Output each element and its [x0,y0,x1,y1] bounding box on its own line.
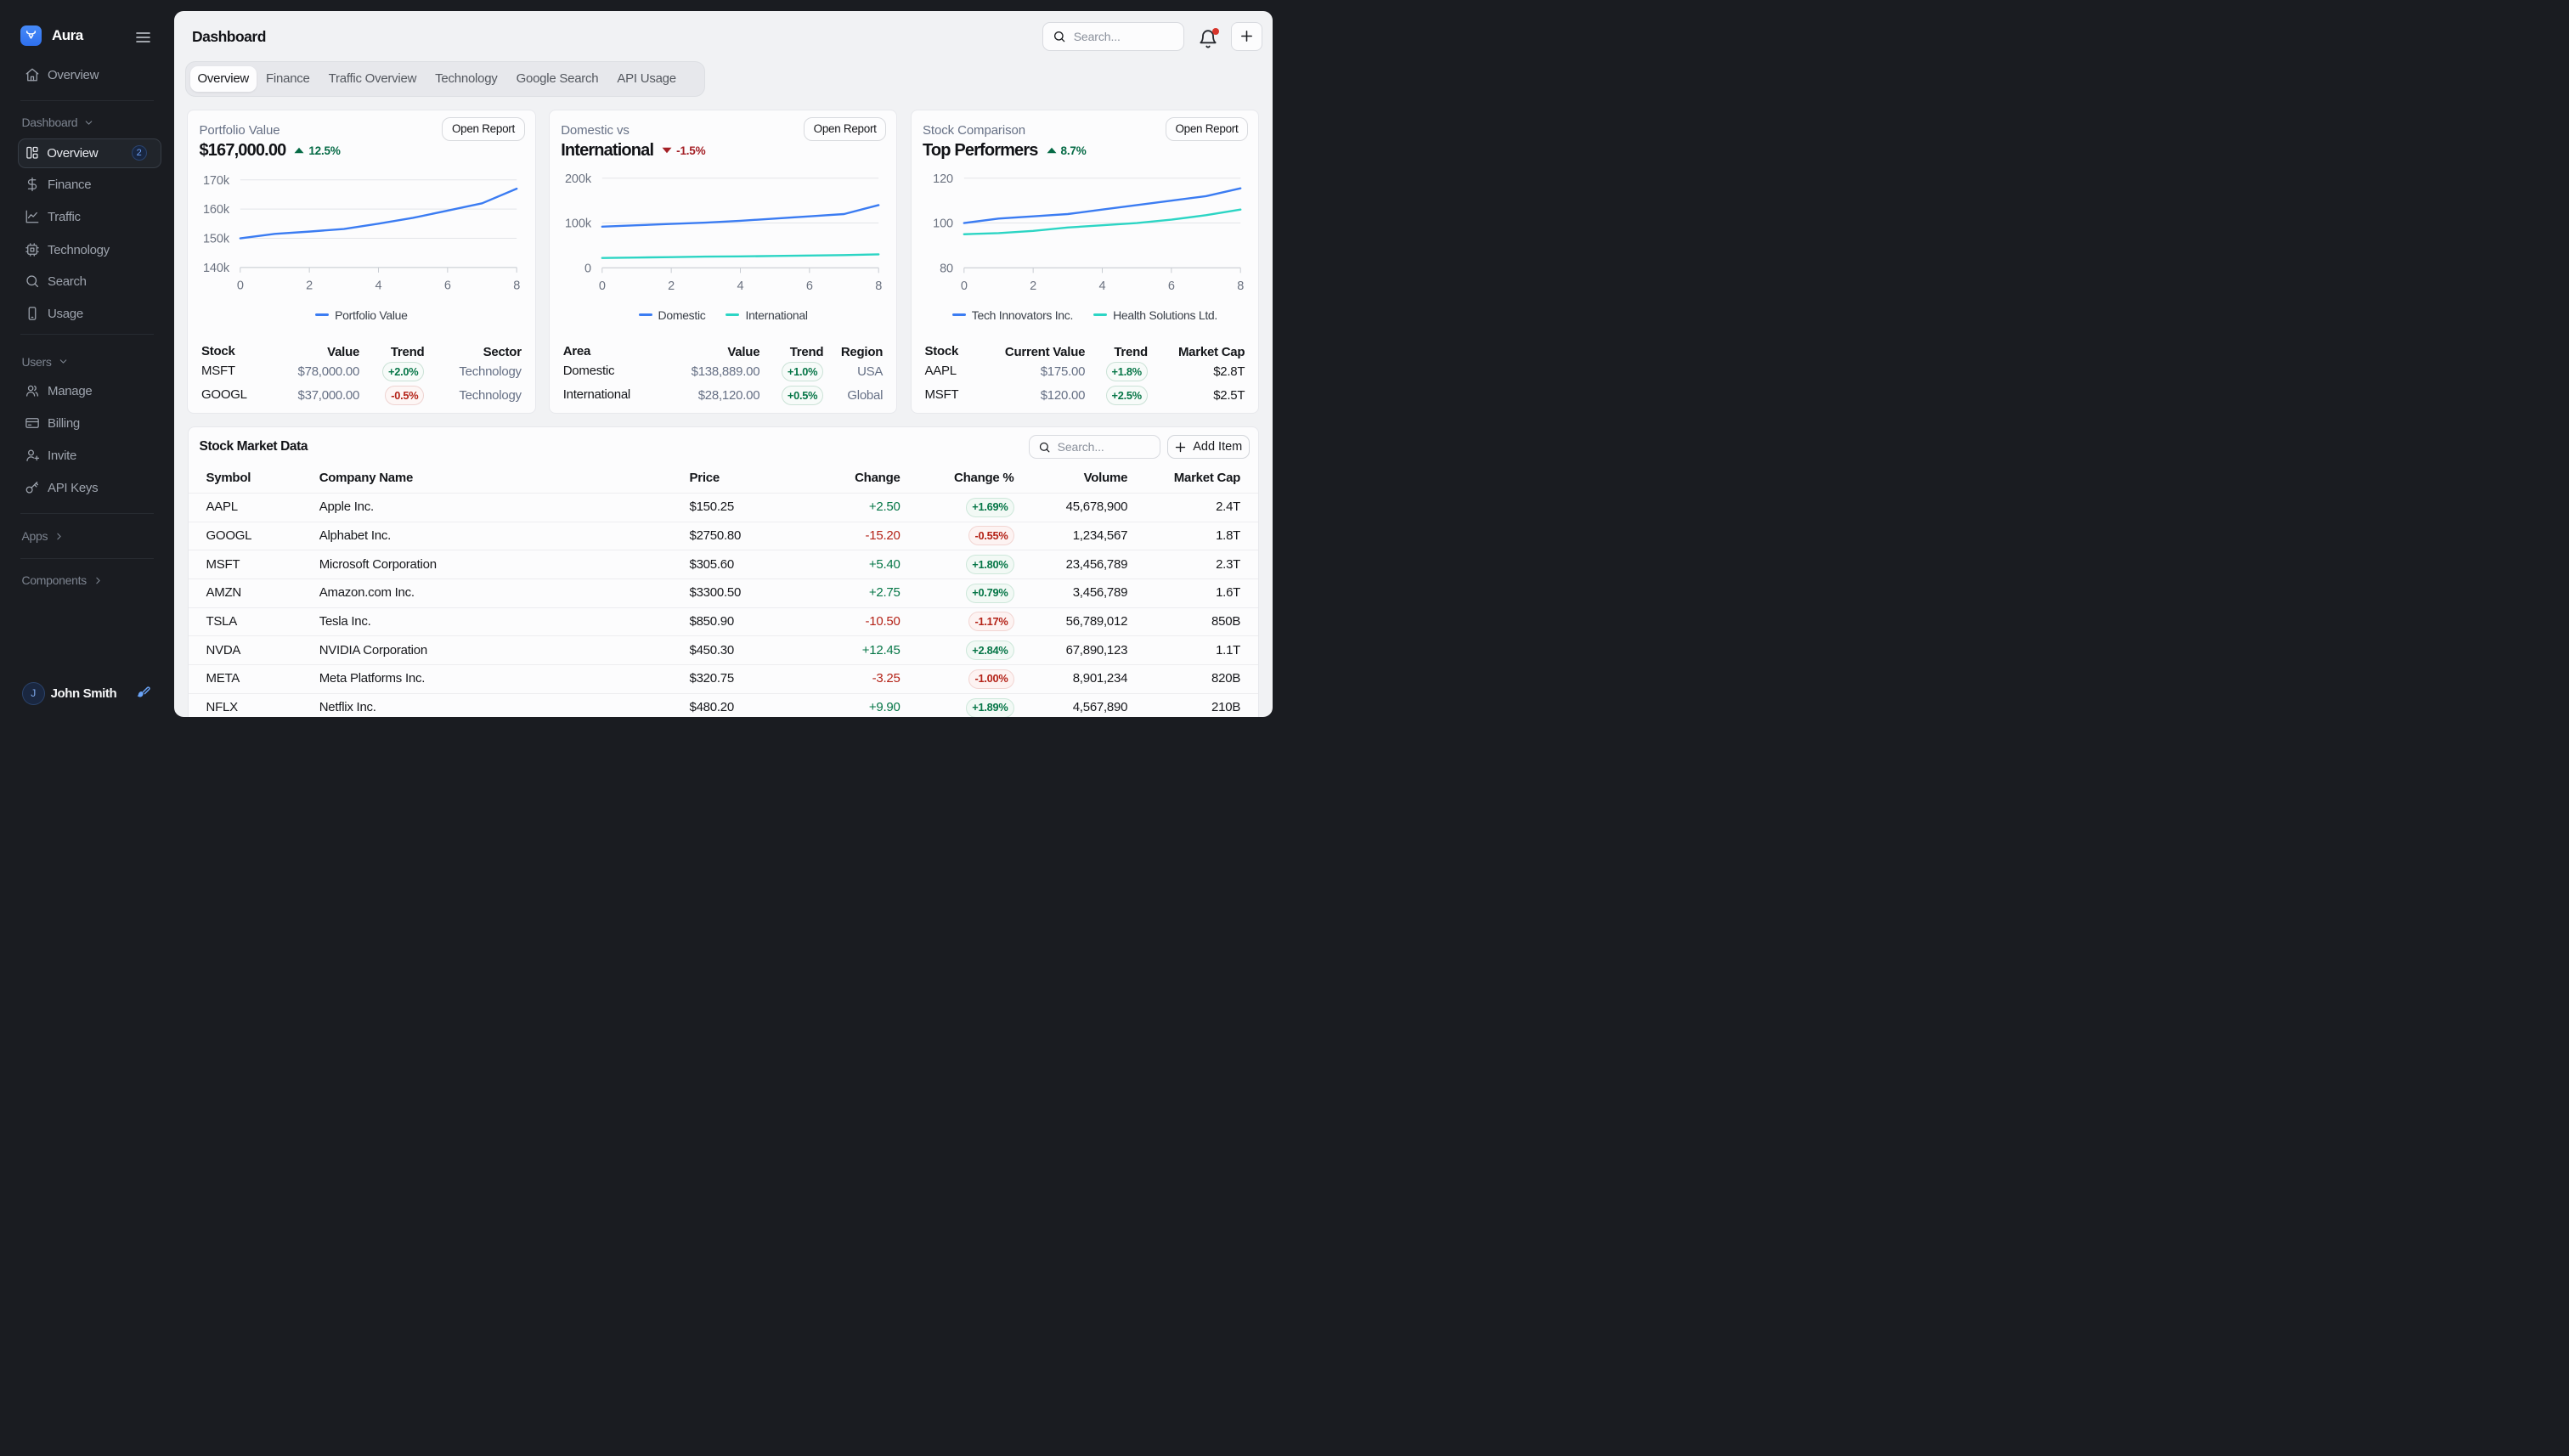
svg-text:0: 0 [960,279,967,293]
svg-text:4: 4 [375,279,382,292]
svg-text:150k: 150k [203,233,230,246]
svg-text:100k: 100k [565,217,592,231]
svg-text:0: 0 [584,262,591,275]
svg-text:4: 4 [737,279,743,293]
svg-text:8: 8 [513,279,520,292]
svg-text:0: 0 [237,279,244,292]
svg-text:120: 120 [933,172,953,186]
svg-text:6: 6 [806,279,813,293]
svg-text:100: 100 [933,217,953,231]
svg-text:170k: 170k [203,174,230,188]
svg-text:80: 80 [940,262,953,275]
svg-text:8: 8 [1237,279,1244,293]
svg-text:8: 8 [875,279,882,293]
svg-text:2: 2 [1030,279,1036,293]
svg-text:0: 0 [599,279,606,293]
svg-text:6: 6 [1167,279,1174,293]
svg-text:4: 4 [1098,279,1105,293]
svg-text:2: 2 [668,279,675,293]
svg-text:2: 2 [306,279,313,292]
svg-text:200k: 200k [565,172,592,186]
svg-text:6: 6 [444,279,451,292]
svg-text:140k: 140k [203,262,230,275]
svg-text:160k: 160k [203,203,230,217]
